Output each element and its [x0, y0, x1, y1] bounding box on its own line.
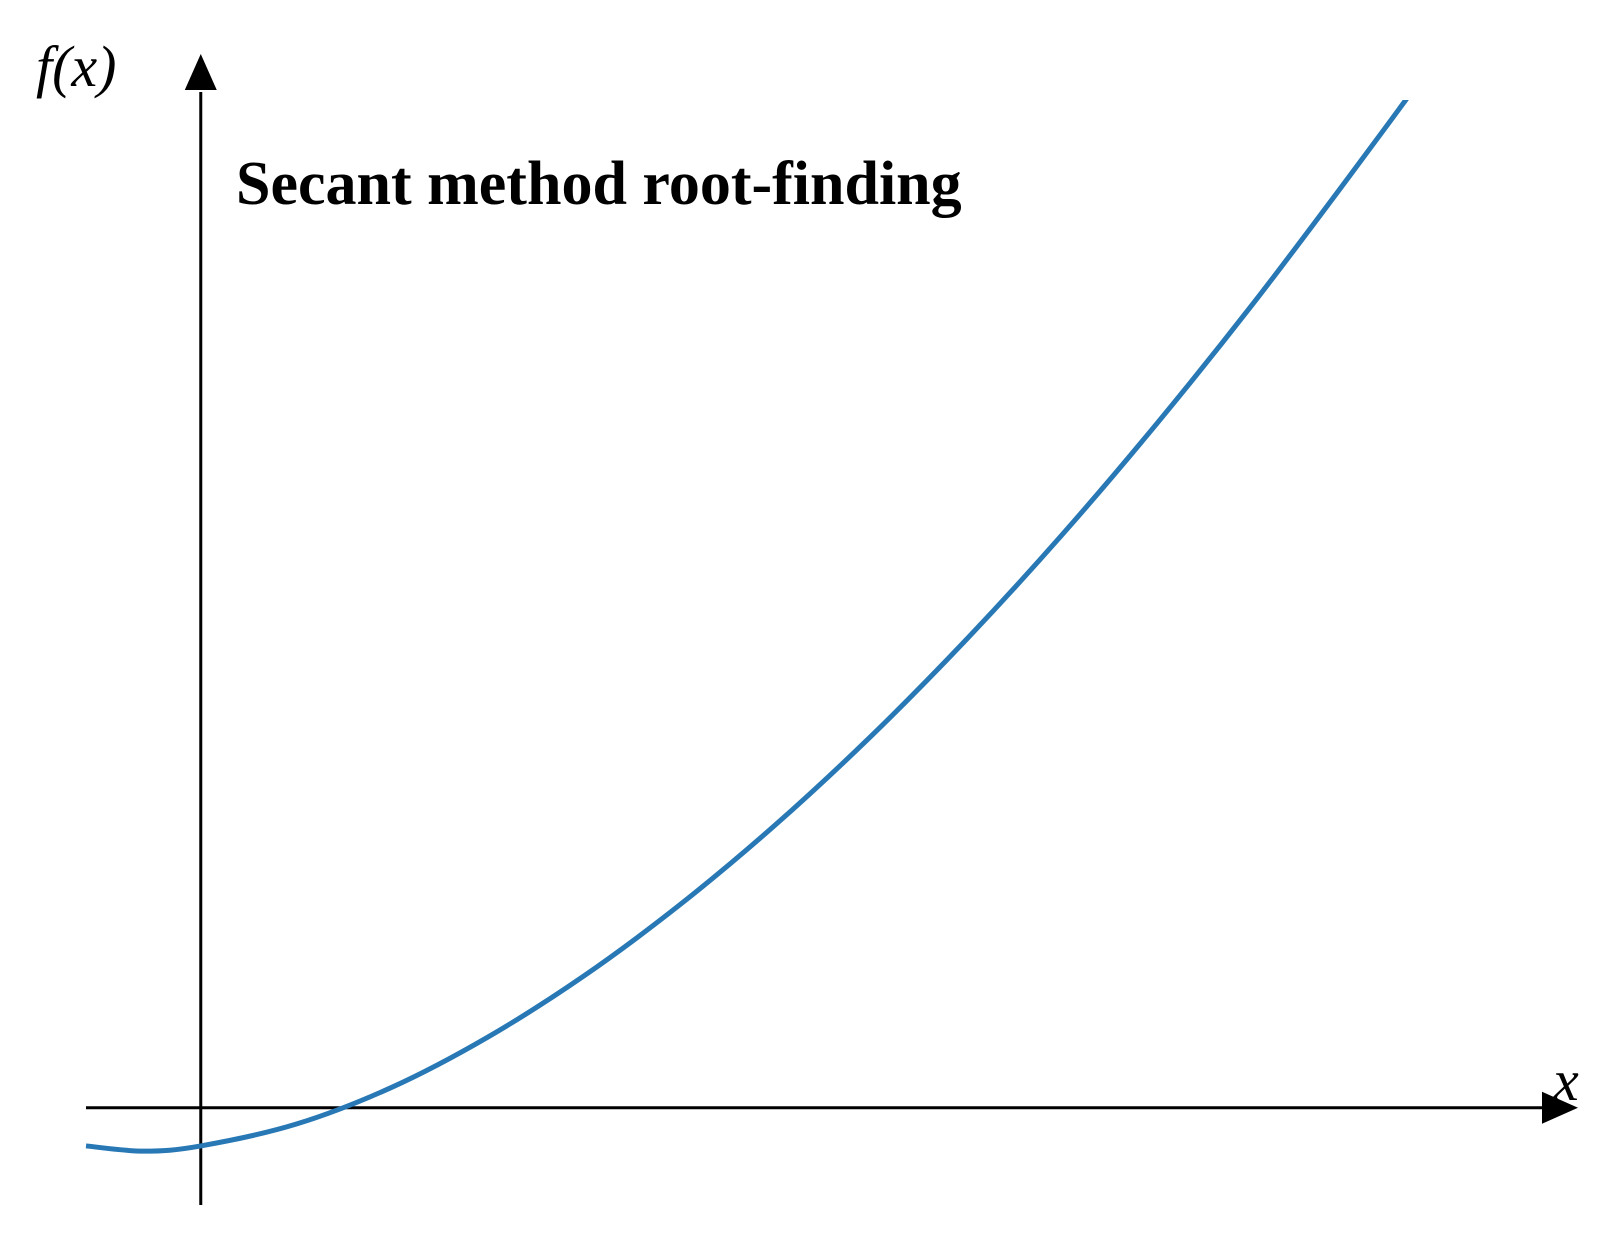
series-line-0 — [85, 100, 1409, 1154]
series-layer — [85, 100, 1409, 1154]
x-axis-arrow — [1542, 1091, 1578, 1124]
x-axis-label: x — [1552, 1048, 1579, 1113]
y-axis-label: f(x) — [36, 34, 117, 99]
y-axis-arrow — [184, 54, 217, 90]
chart-title: Secant method root-finding — [236, 150, 962, 218]
axes — [86, 54, 1578, 1205]
